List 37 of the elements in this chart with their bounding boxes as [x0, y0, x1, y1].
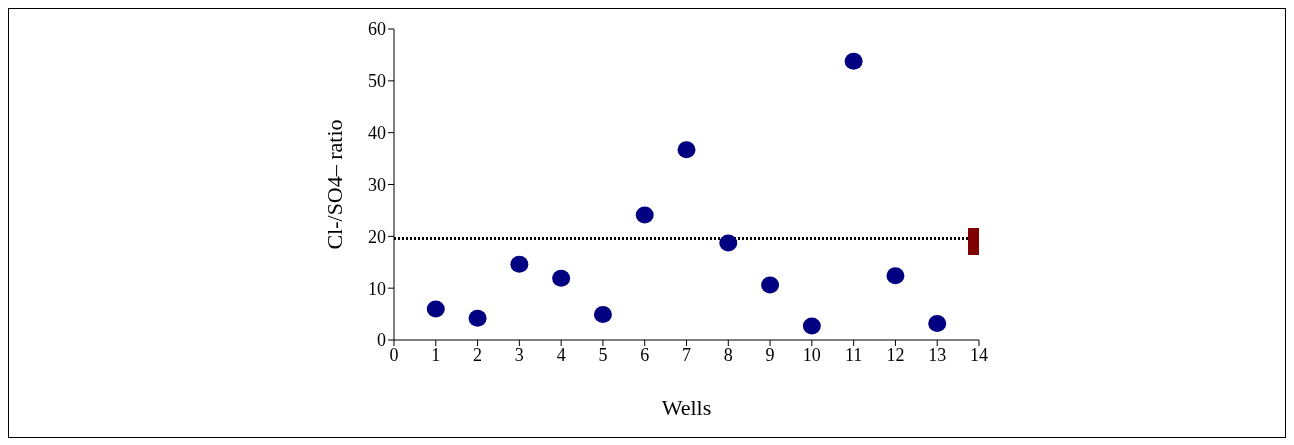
x-tick-label: 4	[556, 344, 566, 365]
point	[719, 234, 738, 252]
x-tick-label: 2	[473, 344, 483, 365]
x-tick-label: 3	[514, 344, 524, 365]
point	[886, 267, 905, 285]
y-axis-title: Cl-/SO4– ratio	[321, 119, 347, 250]
point	[426, 300, 445, 318]
x-tick-label: 11	[844, 344, 863, 365]
point	[468, 309, 487, 327]
point	[510, 255, 529, 273]
y-tick-label: 40	[368, 123, 386, 144]
y-tick-label: 60	[368, 19, 386, 40]
point	[761, 276, 780, 294]
x-tick-label: 6	[640, 344, 650, 365]
x-tick-label: 12	[886, 344, 905, 365]
point	[928, 314, 947, 332]
point	[593, 306, 612, 324]
x-tick-label: 9	[765, 344, 775, 365]
point	[635, 206, 654, 224]
y-tick-label: 30	[368, 174, 386, 195]
point	[677, 141, 696, 159]
x-tick-label: 8	[723, 344, 733, 365]
point	[844, 52, 863, 70]
x-tick-label: 13	[928, 344, 947, 365]
x-tick-label: 5	[598, 344, 608, 365]
y-tick-label: 20	[368, 226, 386, 247]
y-tick-label: 0	[377, 330, 386, 351]
point	[552, 269, 571, 287]
x-tick-label: 0	[389, 344, 399, 365]
y-tick-label: 50	[368, 71, 386, 92]
x-tick-label: 7	[682, 344, 691, 365]
x-tick-label: 10	[802, 344, 821, 365]
x-tick-label: 1	[431, 344, 441, 365]
y-tick-label: 10	[368, 278, 386, 299]
point	[802, 317, 821, 335]
x-axis-title: Wells	[661, 395, 712, 420]
x-tick-label: 14	[970, 344, 988, 365]
